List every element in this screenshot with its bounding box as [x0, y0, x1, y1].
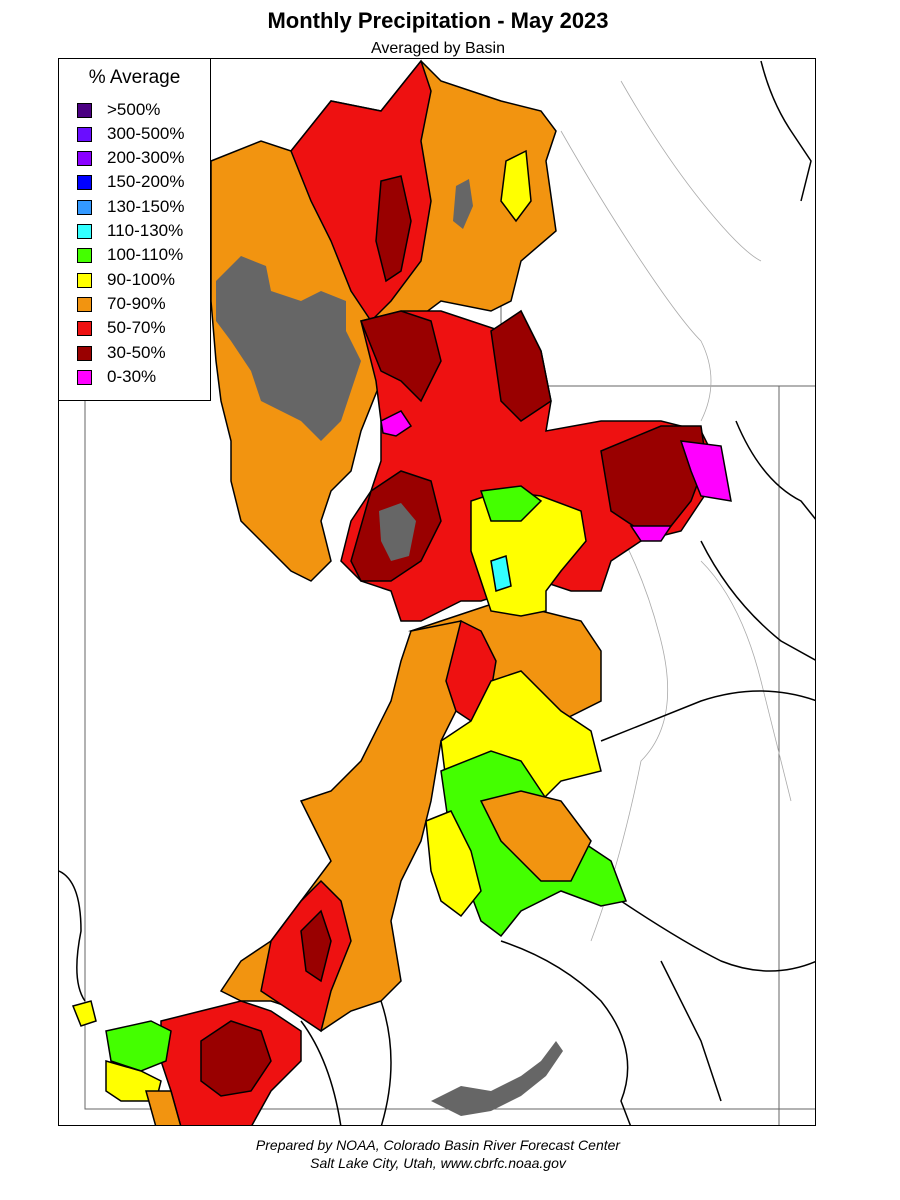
legend-title: % Average: [88, 67, 181, 88]
bear-lake: [453, 179, 473, 229]
ut-nv-border: [84, 401, 815, 1110]
legend-label: 90-100%: [107, 270, 176, 289]
basin-region-30-50: [600, 425, 707, 532]
basin-region-0-30: [679, 440, 732, 502]
basin-outline: [59, 870, 86, 1002]
footer-location: Salt Lake City, Utah, www.cbrfc.noaa.gov: [310, 1155, 566, 1171]
basin-region-0-30: [629, 525, 673, 542]
basin-region-110-130: [490, 555, 512, 592]
legend-label: 0-30%: [107, 367, 157, 386]
legend-item: 70-90%: [77, 293, 166, 315]
legend-label: 150-200%: [107, 172, 185, 191]
river-line: [560, 130, 712, 422]
legend-swatch: [77, 150, 92, 166]
legend-swatch: [77, 199, 92, 215]
basin-map: [59, 59, 815, 1125]
basin-outline: [600, 690, 815, 742]
legend-label: 50-70%: [107, 318, 166, 337]
legend-item: 200-300%: [77, 147, 185, 169]
legend-swatch: [77, 345, 92, 361]
legend-swatch: [77, 102, 92, 118]
basin-region-90-100: [500, 149, 532, 223]
basin-region-0-30: [380, 410, 413, 437]
map-subtitle: Averaged by Basin: [370, 40, 505, 57]
basin-outline: [500, 940, 632, 1125]
legend-swatch: [77, 320, 92, 336]
basin-region-100-110: [479, 485, 543, 522]
basin-polygons: [71, 59, 732, 1125]
basin-region-30-50: [300, 909, 332, 983]
legend-swatch: [77, 247, 92, 263]
basin-region-30-50: [375, 175, 412, 283]
basin-outline: [760, 60, 812, 202]
legend-label: 100-110%: [107, 245, 184, 264]
basin-outline: [700, 540, 815, 661]
utah-lake: [379, 503, 416, 561]
legend-item: 110-130%: [77, 220, 183, 242]
legend-item: 300-500%: [77, 123, 185, 145]
legend-item: 100-110%: [77, 244, 183, 266]
legend-item: 30-50%: [77, 342, 166, 364]
basin-region-100-110: [105, 1020, 172, 1072]
basin-region-70-90: [145, 1090, 182, 1125]
legend-swatch: [77, 369, 92, 385]
river-line: [700, 560, 792, 802]
basin-region-70-90: [479, 790, 592, 882]
basin-region-90-100: [425, 810, 482, 918]
legend-label: >500%: [107, 100, 161, 119]
legend-label: 300-500%: [107, 124, 185, 143]
map-title: Monthly Precipitation - May 2023: [267, 8, 609, 33]
lakes: [216, 179, 563, 1116]
basin-outline: [380, 1000, 392, 1125]
legend-label: 130-150%: [107, 197, 185, 216]
legend-label: 70-90%: [107, 294, 166, 313]
great-salt-lake: [216, 256, 361, 441]
legend-swatch: [77, 272, 92, 288]
basin-outline: [620, 900, 815, 972]
legend-swatch: [77, 223, 92, 239]
legend-item: 130-150%: [77, 196, 185, 218]
basin-outline: [300, 1020, 342, 1125]
legend-swatch: [77, 126, 92, 142]
legend-swatch: [77, 174, 92, 190]
basin-region-30-50: [359, 310, 442, 403]
legend-swatch: [77, 296, 92, 312]
legend-item: >500%: [77, 99, 160, 121]
legend-label: 200-300%: [107, 148, 185, 167]
basin-region-30-50: [490, 309, 552, 422]
basin-outline: [735, 420, 815, 520]
basin-region-30-50: [200, 1020, 272, 1097]
basin-outlines: [59, 60, 815, 1125]
legend-item: 50-70%: [77, 317, 166, 339]
legend-item: 150-200%: [77, 171, 185, 193]
map-frame: [58, 58, 816, 1126]
legend-item: 0-30%: [77, 366, 156, 388]
legend-item: 90-100%: [77, 269, 175, 291]
basin-outline: [660, 960, 722, 1102]
legend-label: 30-50%: [107, 343, 166, 362]
river-line: [620, 80, 762, 262]
basin-region-90-100: [71, 1000, 97, 1027]
legend: % Average >500% 300-500% 200-300% 150-20…: [58, 58, 211, 401]
lake-powell: [431, 1041, 563, 1116]
footer-credit: Prepared by NOAA, Colorado Basin River F…: [255, 1137, 621, 1153]
legend-label: 110-130%: [107, 221, 184, 240]
